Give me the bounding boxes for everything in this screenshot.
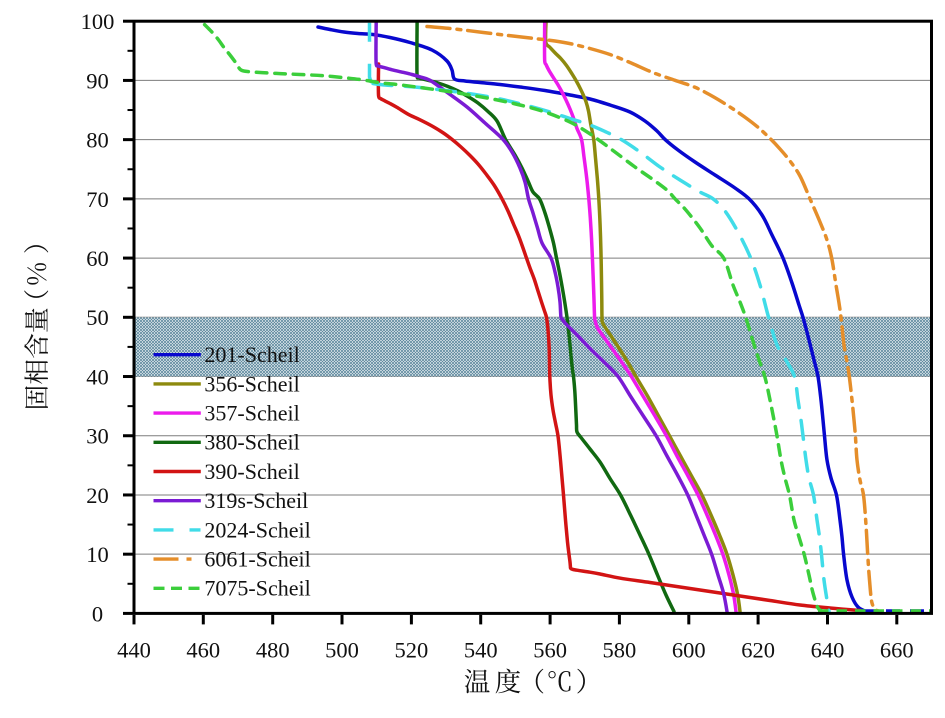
svg-text:580: 580: [603, 638, 637, 663]
svg-text:520: 520: [395, 638, 429, 663]
svg-text:30: 30: [86, 424, 109, 449]
svg-text:0: 0: [92, 601, 103, 626]
svg-text:319s-Scheil: 319s-Scheil: [204, 488, 308, 513]
svg-text:500: 500: [325, 638, 359, 663]
svg-text:50: 50: [86, 305, 109, 330]
svg-text:640: 640: [811, 638, 845, 663]
svg-text:201-Scheil: 201-Scheil: [204, 342, 299, 367]
svg-text:540: 540: [464, 638, 498, 663]
svg-text:100: 100: [81, 9, 115, 34]
svg-text:440: 440: [117, 638, 151, 663]
svg-text:460: 460: [186, 638, 220, 663]
svg-text:80: 80: [86, 128, 109, 153]
svg-text:600: 600: [672, 638, 706, 663]
svg-text:660: 660: [880, 638, 914, 663]
svg-text:560: 560: [533, 638, 567, 663]
svg-text:20: 20: [86, 483, 109, 508]
svg-text:90: 90: [86, 68, 109, 93]
svg-text:356-Scheil: 356-Scheil: [204, 371, 299, 396]
svg-text:2024-Scheil: 2024-Scheil: [204, 517, 310, 542]
svg-text:40: 40: [86, 364, 109, 389]
svg-text:357-Scheil: 357-Scheil: [204, 401, 299, 426]
svg-text:620: 620: [741, 638, 775, 663]
svg-text:6061-Scheil: 6061-Scheil: [204, 547, 310, 572]
svg-text:70: 70: [86, 187, 109, 212]
svg-text:480: 480: [256, 638, 290, 663]
svg-text:60: 60: [86, 246, 109, 271]
svg-text:7075-Scheil: 7075-Scheil: [204, 576, 310, 601]
svg-text:380-Scheil: 380-Scheil: [204, 430, 299, 455]
svg-text:390-Scheil: 390-Scheil: [204, 459, 299, 484]
svg-text:10: 10: [86, 542, 109, 567]
